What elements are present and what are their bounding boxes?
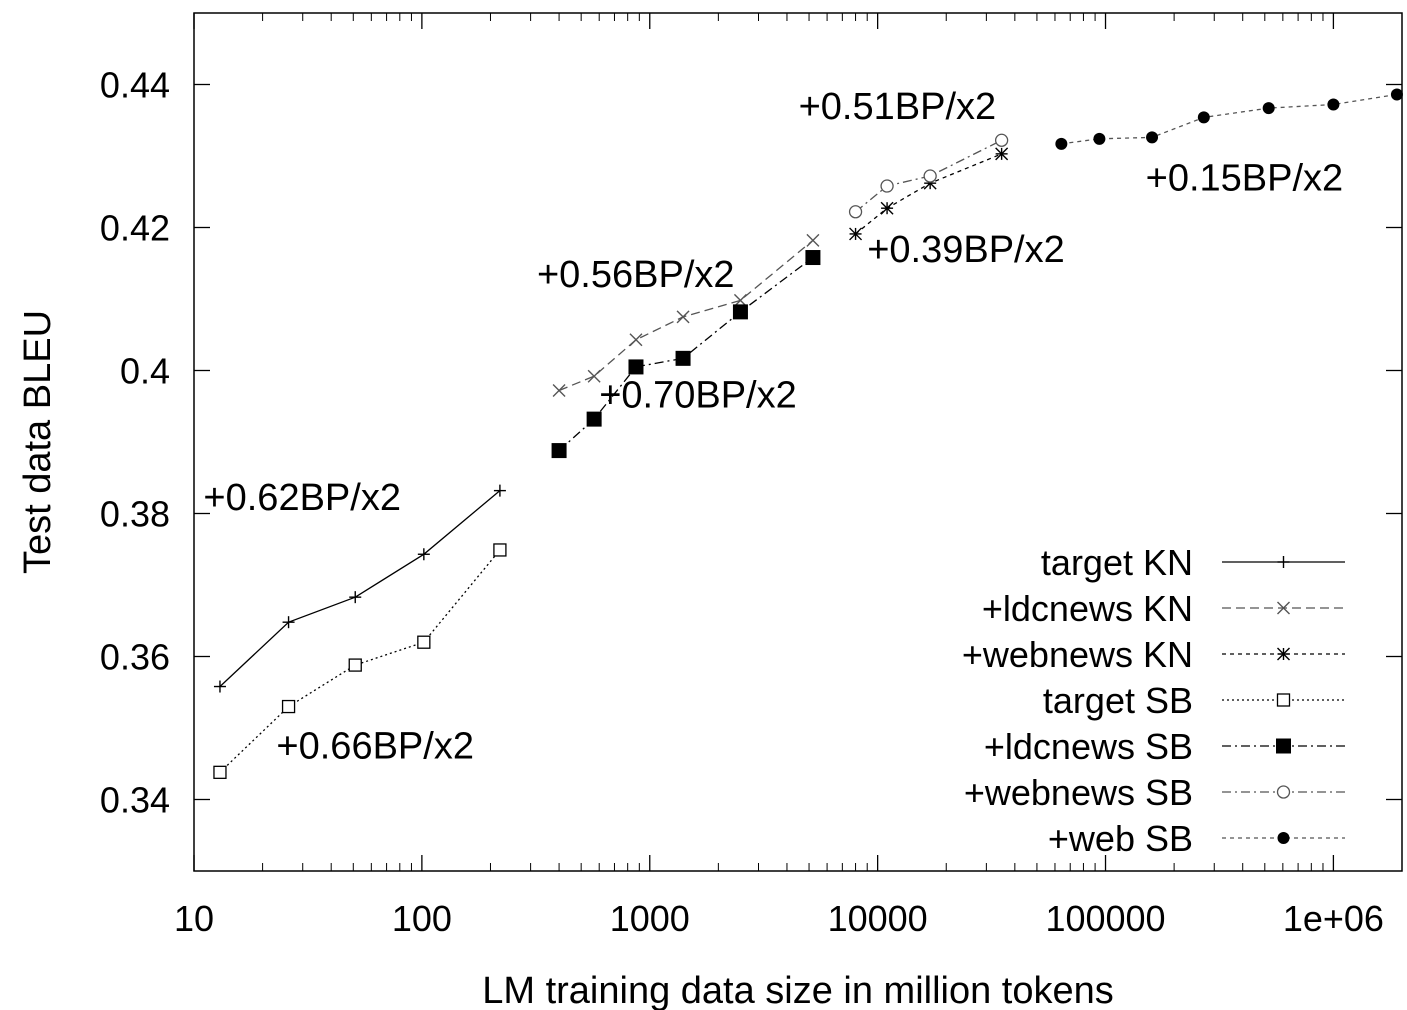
legend-label: target KN bbox=[1041, 542, 1193, 583]
data-point bbox=[1276, 693, 1291, 707]
data-point bbox=[675, 350, 691, 366]
data-point bbox=[628, 359, 644, 375]
data-point bbox=[923, 169, 937, 183]
data-point bbox=[552, 384, 566, 398]
data-point bbox=[1093, 132, 1106, 145]
y-axis-label: Test data BLEU bbox=[17, 310, 59, 574]
x-tick-label: 100000 bbox=[1045, 898, 1165, 939]
data-point bbox=[1390, 88, 1403, 101]
legend-label: +ldcnews KN bbox=[982, 588, 1193, 629]
series-webnews-kn bbox=[849, 147, 1009, 241]
legend-item: +web SB bbox=[1048, 818, 1345, 859]
data-point bbox=[587, 369, 601, 383]
data-point bbox=[1277, 647, 1290, 661]
data-point bbox=[1277, 601, 1290, 615]
series-group bbox=[213, 88, 1403, 779]
data-point bbox=[493, 484, 506, 497]
data-point bbox=[1262, 102, 1275, 115]
annotation-label: +0.70BP/x2 bbox=[599, 375, 797, 417]
annotation-label: +0.15BP/x2 bbox=[1146, 157, 1344, 199]
series-line bbox=[855, 153, 1002, 235]
series-ldcnews-sb bbox=[551, 250, 821, 459]
legend-item: +webnews SB bbox=[964, 772, 1345, 813]
x-tick-label: 1000 bbox=[610, 898, 690, 939]
data-point bbox=[586, 411, 602, 427]
series-web-sb bbox=[1055, 88, 1403, 150]
series-target-kn bbox=[213, 484, 506, 693]
annotation-label: +0.39BP/x2 bbox=[867, 229, 1065, 271]
legend-label: +webnews SB bbox=[964, 772, 1193, 813]
series-line bbox=[558, 239, 814, 392]
data-point bbox=[349, 591, 362, 604]
data-point bbox=[994, 133, 1009, 147]
annotation-label: +0.62BP/x2 bbox=[203, 477, 401, 519]
data-point bbox=[629, 333, 643, 347]
x-tick-label: 1e+06 bbox=[1283, 898, 1384, 939]
legend-label: +ldcnews SB bbox=[984, 726, 1193, 767]
data-point bbox=[348, 658, 362, 672]
data-point bbox=[551, 443, 567, 459]
y-tick-label: 0.36 bbox=[100, 637, 170, 678]
plot-frame bbox=[193, 12, 1403, 872]
data-point bbox=[1146, 131, 1159, 144]
annotation-label: +0.66BP/x2 bbox=[276, 726, 474, 768]
x-axis-label: LM training data size in million tokens bbox=[482, 970, 1114, 1010]
data-point bbox=[1055, 137, 1068, 150]
annotation-label: +0.56BP/x2 bbox=[537, 254, 735, 296]
data-point bbox=[493, 543, 507, 557]
series-line bbox=[855, 139, 1002, 213]
data-point bbox=[806, 233, 820, 247]
legend: target KN +ldcnews KN +webnews KN target SB… bbox=[962, 542, 1345, 859]
data-point bbox=[1277, 832, 1290, 844]
data-point bbox=[880, 179, 894, 193]
data-point bbox=[1327, 98, 1340, 111]
legend-label: +webnews KN bbox=[962, 634, 1193, 675]
series-target-sb bbox=[213, 543, 507, 779]
data-point bbox=[282, 616, 295, 629]
legend-item: target SB bbox=[1043, 680, 1345, 721]
legend-item: +ldcnews SB bbox=[984, 726, 1345, 767]
data-point bbox=[676, 310, 690, 324]
data-point bbox=[1276, 785, 1291, 799]
annotations: +0.62BP/x2 +0.66BP/x2 +0.56BP/x2 +0.70BP/x2… bbox=[203, 86, 1343, 768]
data-point bbox=[281, 699, 296, 714]
data-point bbox=[213, 680, 226, 693]
data-point bbox=[1197, 111, 1210, 124]
data-point bbox=[1276, 738, 1291, 754]
y-tick-label: 0.44 bbox=[100, 65, 170, 106]
y-tick-label: 0.34 bbox=[100, 780, 170, 821]
data-point bbox=[805, 250, 821, 266]
y-tick-label: 0.38 bbox=[100, 494, 170, 535]
legend-item: target KN bbox=[1041, 542, 1345, 583]
legend-label: +web SB bbox=[1048, 818, 1193, 859]
annotation-label: +0.51BP/x2 bbox=[799, 86, 997, 128]
data-point bbox=[732, 304, 748, 320]
axis-ticks: 0.34 0.36 0.38 0.4 0.42 0.44 10 100 1000 10000 100… bbox=[100, 13, 1403, 939]
data-point bbox=[848, 205, 863, 219]
legend-label: target SB bbox=[1043, 680, 1193, 721]
series-ldcnews-kn bbox=[552, 233, 820, 398]
legend-item: +webnews KN bbox=[962, 634, 1345, 675]
y-tick-label: 0.42 bbox=[100, 208, 170, 249]
series-line bbox=[1061, 93, 1398, 145]
data-point bbox=[417, 548, 430, 561]
x-tick-label: 10 bbox=[174, 898, 214, 939]
series-line bbox=[219, 490, 501, 687]
data-point bbox=[417, 635, 431, 649]
legend-item: +ldcnews KN bbox=[982, 588, 1345, 629]
data-point bbox=[880, 201, 894, 215]
x-tick-label: 100 bbox=[392, 898, 452, 939]
series-line bbox=[219, 549, 501, 773]
data-point bbox=[849, 227, 863, 241]
data-point bbox=[1277, 556, 1290, 568]
data-point bbox=[995, 147, 1009, 161]
series-webnews-sb bbox=[848, 133, 1009, 219]
y-tick-label: 0.4 bbox=[120, 351, 170, 392]
x-tick-label: 10000 bbox=[828, 898, 928, 939]
data-point bbox=[213, 765, 227, 779]
